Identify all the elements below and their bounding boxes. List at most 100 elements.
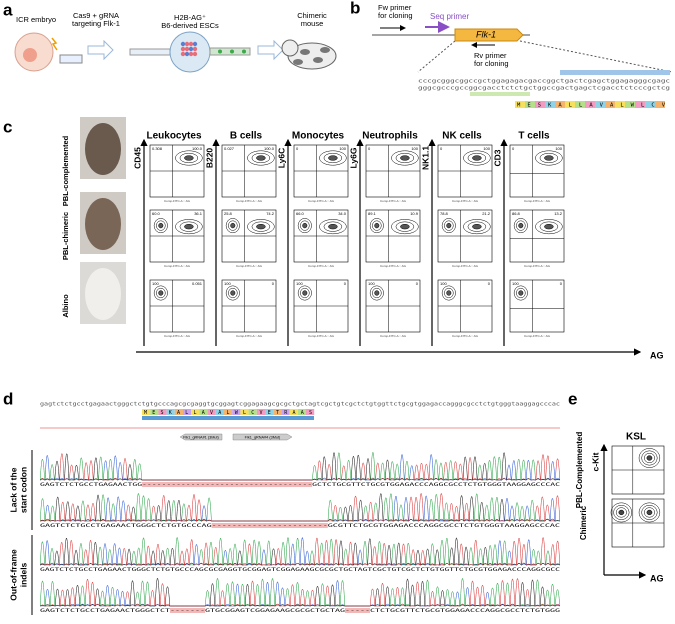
chromatogram-trace — [40, 578, 560, 607]
embryo-inner — [23, 48, 37, 62]
amino-acid-box — [289, 409, 298, 415]
x-axis-label: AG — [650, 350, 664, 360]
amino-acid-box — [166, 409, 175, 415]
amino-acid-box — [297, 409, 306, 415]
contour — [544, 223, 554, 230]
amino-acid-box — [635, 101, 645, 108]
quadrant-value: 100 — [555, 146, 562, 151]
primer-label: for cloning — [474, 59, 509, 68]
contour — [302, 290, 308, 296]
plot-axis-label: Comp-FITC-A :: AG — [236, 199, 263, 203]
panel-label: d — [3, 389, 13, 408]
contour — [535, 219, 563, 235]
contour — [446, 222, 452, 229]
amino-acid-box — [595, 101, 605, 108]
deletion-bar — [211, 523, 328, 528]
amino-acid-box — [199, 409, 208, 415]
column-title: NK cells — [442, 131, 482, 142]
row-label: PBL-complemented — [61, 135, 70, 206]
quadrant-value: 100 — [411, 146, 418, 151]
mouse-photo-body — [85, 198, 121, 250]
quadrant-value: 100 — [152, 281, 159, 286]
amino-acid-box — [183, 409, 192, 415]
plot-axis-label: Comp-FITC-A :: AG — [380, 334, 407, 338]
contour — [646, 509, 653, 516]
mouse-spot — [313, 57, 323, 63]
contour — [328, 223, 338, 230]
cell — [188, 41, 194, 47]
contour — [615, 507, 627, 518]
cell — [188, 51, 194, 57]
contour — [369, 285, 384, 301]
sequence-text: gggcgcccgccggcgacctctctgctggccgactgagctc… — [418, 86, 670, 92]
quadrant-value: 100.0 — [192, 146, 203, 151]
mouse-spot — [320, 47, 330, 53]
amino-acid-box — [207, 409, 216, 415]
esc — [242, 49, 246, 54]
contour — [374, 222, 380, 229]
cell — [180, 41, 186, 47]
contour — [230, 290, 236, 296]
plot-title: KSL — [626, 432, 646, 443]
contour — [395, 152, 415, 164]
panel-label: a — [3, 0, 13, 19]
plot-axis-label: Comp-FITC-A :: AG — [236, 334, 263, 338]
chromatogram-trace — [40, 493, 560, 522]
quadrant-value: 74.2 — [266, 211, 275, 216]
plot-axis-label: Comp-FITC-A :: AG — [524, 334, 551, 338]
amino-acid-box — [655, 101, 665, 108]
cell — [184, 46, 190, 52]
primer-label: Rv primer — [474, 51, 507, 60]
contour — [395, 221, 415, 232]
plot-axis-label: Comp-FITC-A :: AG — [236, 264, 263, 268]
sequence-text: cccgcgggcggccgctggagagacgaccggctgactcgag… — [418, 79, 670, 85]
plot-axis-label: Comp-FITC-A :: AG — [308, 334, 335, 338]
esc — [218, 49, 222, 54]
contour — [251, 221, 271, 232]
contour — [297, 218, 312, 234]
amino-acid-box — [142, 409, 151, 415]
contour — [441, 285, 456, 301]
amino-acid-box — [625, 101, 635, 108]
contour — [179, 221, 199, 232]
step-label: Cas9 + gRNA — [73, 11, 119, 20]
contour — [228, 220, 238, 231]
amino-acid-box — [525, 101, 535, 108]
zoom-1 — [417, 40, 456, 73]
panel-label: b — [350, 0, 360, 17]
protein-text: MESKALLAVALWLCVETRAAS — [144, 410, 312, 416]
contour — [613, 504, 630, 520]
quadrant-value: 100 — [440, 281, 447, 286]
amino-acid-box — [585, 101, 595, 108]
chromatogram-trace — [40, 578, 560, 607]
plot-axis-label: Comp-FITC-A :: AG — [524, 264, 551, 268]
amino-acid-box — [158, 409, 167, 415]
contour — [175, 219, 203, 235]
quadrant-value: 0 — [368, 146, 371, 151]
guide-bar — [470, 92, 530, 96]
mouse-spot — [300, 49, 310, 55]
plot-axis-label: Comp-FITC-A :: AG — [164, 199, 191, 203]
contour — [518, 222, 524, 229]
quadrant-value: 100 — [368, 281, 375, 286]
amino-acid-box — [605, 101, 615, 108]
contour — [618, 509, 625, 516]
contour — [256, 223, 266, 230]
contour — [297, 285, 312, 301]
contour — [638, 502, 661, 523]
cell — [180, 46, 186, 52]
blastocyst — [169, 31, 211, 73]
column-title: Leukocytes — [146, 131, 201, 142]
quadrant-value: 86.8 — [512, 211, 521, 216]
panel-label: c — [3, 117, 12, 136]
contour — [539, 152, 559, 164]
contour — [472, 223, 482, 230]
tube — [59, 54, 83, 64]
quadrant-value: 0 — [488, 281, 491, 286]
contour — [319, 150, 347, 166]
amino-acid-box — [224, 409, 233, 415]
chromatogram-trace — [40, 493, 560, 522]
mouse-photo-body — [85, 268, 121, 320]
row-label: PBL-chimeric — [61, 212, 70, 260]
